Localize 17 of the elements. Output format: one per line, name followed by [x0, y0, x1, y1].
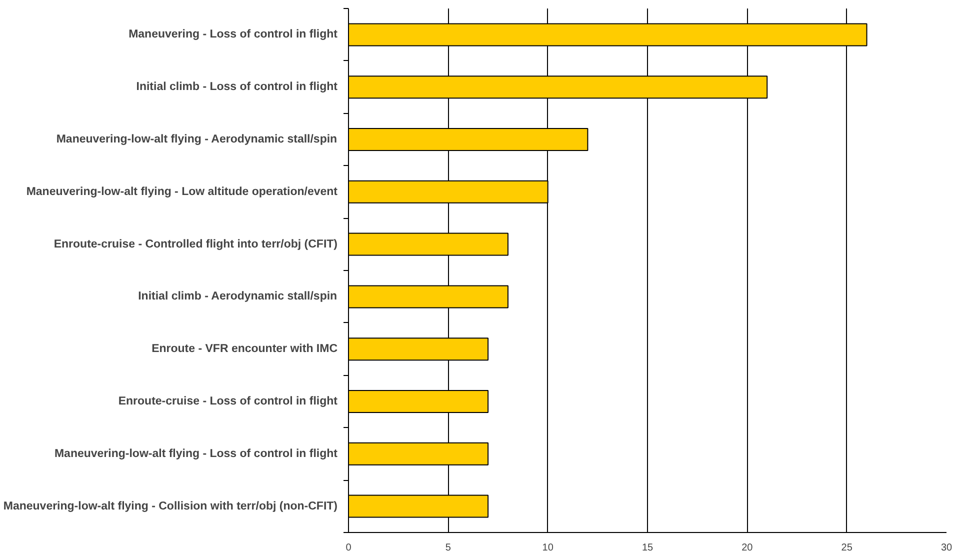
x-tick-label: 5	[445, 542, 452, 553]
y-tick-label: Enroute-cruise - Loss of control in flight	[118, 396, 338, 408]
x-tick-label: 30	[940, 542, 952, 553]
x-tick-label: 20	[742, 542, 754, 553]
y-tick-label: Initial climb - Loss of control in flight	[136, 81, 338, 94]
y-tick-label: Maneuvering-low-alt flying - Aerodynamic stall/spin	[56, 134, 338, 146]
y-tick-label: Maneuvering-low-alt flying - Low altitude operation/event	[26, 186, 338, 198]
y-tick-label: Maneuvering - Loss of control in flight	[128, 28, 338, 41]
x-tick-label: 0	[346, 542, 352, 553]
y-tick-label: Initial climb - Aerodynamic stall/spin	[138, 290, 338, 303]
y-tick-label: Maneuvering-low-alt flying - Loss of control in flight	[54, 448, 338, 460]
y-tick-label: Maneuvering-low-alt flying - Collision with terr/obj (non-CFIT)	[3, 500, 338, 512]
y-tick-label: Enroute-cruise - Controlled flight into terr/obj (CFIT)	[54, 238, 338, 250]
x-tick-label: 15	[642, 542, 654, 553]
x-tick-label: 10	[542, 542, 554, 553]
y-tick-label: Enroute - VFR encounter with IMC	[152, 343, 338, 356]
x-tick-label: 25	[841, 542, 853, 553]
